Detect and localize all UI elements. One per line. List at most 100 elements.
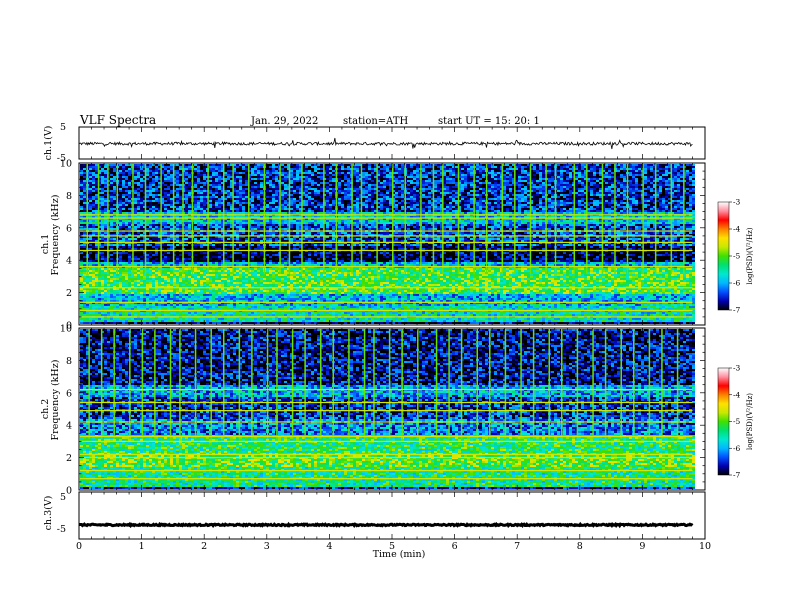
spectrogram-cell	[203, 312, 206, 314]
spectrogram-cell	[86, 322, 89, 324]
spectrogram-cell	[125, 220, 128, 222]
spectrogram-cell	[83, 180, 86, 182]
spectrogram-cell	[113, 226, 116, 228]
spectrogram-cell	[167, 220, 170, 222]
spectrogram-cell	[188, 260, 191, 262]
spectrogram-cell	[143, 322, 146, 324]
spectrogram-cell	[92, 252, 95, 254]
spectrogram-cell	[113, 254, 116, 256]
spectrogram-cell	[197, 298, 200, 300]
spectrogram-cell	[191, 274, 194, 276]
spectrogram-cell	[125, 240, 128, 242]
spectrogram-cell	[182, 304, 185, 306]
spectrogram-cell	[104, 168, 107, 170]
spectrogram-cell	[116, 276, 119, 278]
spectrogram-cell	[188, 300, 191, 302]
spectrogram-cell	[137, 198, 140, 200]
spectrogram-cell	[188, 240, 191, 242]
spectrogram-cell	[203, 318, 206, 320]
spectrogram-cell	[137, 224, 140, 226]
spectrogram-cell	[95, 264, 98, 266]
spectrogram-cell	[140, 274, 143, 276]
spectrogram-cell	[155, 312, 158, 314]
spectrogram-cell	[203, 204, 206, 206]
spectrogram-cell	[134, 282, 137, 284]
spectrogram-cell	[95, 262, 98, 264]
spectrogram-cell	[161, 276, 164, 278]
spectrogram-cell	[167, 246, 170, 248]
spectrogram-cell	[98, 300, 101, 302]
spectrogram-cell	[149, 284, 152, 286]
spectrogram-cell	[155, 178, 158, 180]
spectrogram-cell	[113, 164, 116, 166]
spectrogram-cell	[140, 306, 143, 308]
spectrogram-cell	[122, 272, 125, 274]
spectrogram-cell	[80, 248, 83, 250]
spectrogram-cell	[119, 292, 122, 294]
spectrogram-cell	[134, 198, 137, 200]
spectrogram-cell	[179, 184, 182, 186]
spectrogram-cell	[119, 166, 122, 168]
spectrogram-cell	[110, 282, 113, 284]
spectrogram-cell	[140, 172, 143, 174]
spectrogram-cell	[134, 294, 137, 296]
spectrogram-cell	[185, 246, 188, 248]
spectrogram-cell	[83, 224, 86, 226]
spectrogram-cell	[89, 312, 92, 314]
spectrogram-cell	[125, 280, 128, 282]
spectrogram-cell	[101, 186, 104, 188]
spectrogram-cell	[125, 202, 128, 204]
spectrogram-cell	[134, 314, 137, 316]
spectrogram-cell	[155, 170, 158, 172]
spectrogram-cell	[83, 192, 86, 194]
spectrogram-cell	[104, 312, 107, 314]
spectrogram-cell	[158, 278, 161, 280]
spectrogram-cell	[197, 174, 200, 176]
spectrogram-cell	[146, 228, 149, 230]
spectrogram-cell	[89, 260, 92, 262]
spectrogram-cell	[131, 306, 134, 308]
spectrogram-cell	[92, 240, 95, 242]
spectrogram-cell	[158, 294, 161, 296]
spectrogram-cell	[140, 204, 143, 206]
spectrogram-cell	[173, 290, 176, 292]
spectrogram-cell	[152, 274, 155, 276]
spectrogram-cell	[194, 268, 197, 270]
spectrogram-cell	[122, 248, 125, 250]
spectrogram-cell	[176, 254, 179, 256]
spectrogram-cell	[197, 270, 200, 272]
spectrogram-cell	[149, 298, 152, 300]
spectrogram-cell	[188, 170, 191, 172]
spectrogram-cell	[200, 276, 203, 278]
spectrogram-cell	[110, 186, 113, 188]
spectrogram-cell	[92, 164, 95, 166]
spectrogram-cell	[188, 322, 191, 324]
spectrogram-cell	[101, 184, 104, 186]
spectrogram-cell	[110, 232, 113, 234]
spectrogram-cell	[164, 176, 167, 178]
spectrogram-cell	[179, 320, 182, 322]
spectrogram-cell	[137, 170, 140, 172]
spectrogram-cell	[89, 226, 92, 228]
spectrogram-cell	[110, 244, 113, 246]
spectrogram-cell	[170, 292, 173, 294]
spectrogram-cell	[194, 166, 197, 168]
spectrogram-cell	[146, 244, 149, 246]
spectrogram-cell	[185, 272, 188, 274]
spectrogram-cell	[140, 184, 143, 186]
spectrogram-cell	[107, 276, 110, 278]
spectrogram-cell	[110, 268, 113, 270]
spectrogram-cell	[203, 198, 206, 200]
spectrogram-cell	[125, 208, 128, 210]
spectrogram-cell	[89, 270, 92, 272]
spectrogram-cell	[122, 264, 125, 266]
spectrogram-cell	[197, 220, 200, 222]
spectrogram-cell	[128, 248, 131, 250]
spectrogram-cell	[137, 220, 140, 222]
spectrogram-cell	[113, 308, 116, 310]
spectrogram-cell	[83, 272, 86, 274]
spectrogram-cell	[119, 194, 122, 196]
spectrogram-cell	[188, 190, 191, 192]
spectrogram-cell	[167, 312, 170, 314]
spectrogram-cell	[125, 274, 128, 276]
